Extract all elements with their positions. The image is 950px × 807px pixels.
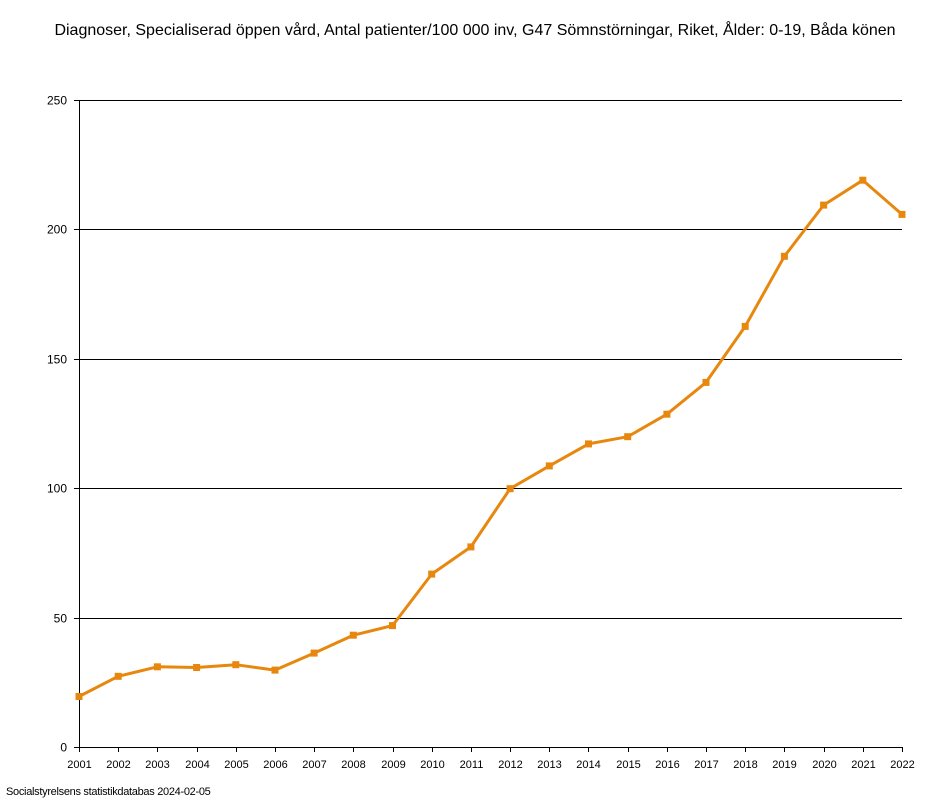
x-tick-label-2007: 2007: [302, 759, 326, 771]
data-point-2007: [310, 649, 318, 657]
data-point-2005: [232, 661, 240, 669]
x-axis-ticks: 2001 2002 2003 2004 2005 2006 2007 2008 2009 2010…: [67, 747, 915, 771]
data-point-2021: [859, 176, 867, 184]
data-point-2006: [271, 666, 279, 674]
data-point-2009: [389, 622, 396, 630]
series: [75, 176, 906, 700]
x-tick-label-2019: 2019: [772, 759, 796, 771]
source-note: Socialstyrelsens statistikdatabas 2024-0…: [6, 786, 211, 798]
data-point-2010: [428, 570, 436, 578]
x-tick-label-2016: 2016: [655, 759, 679, 771]
x-tick-label-2017: 2017: [694, 759, 718, 771]
x-tick-label-2005: 2005: [224, 759, 248, 771]
x-tick-label-2012: 2012: [498, 759, 522, 771]
data-point-2004: [193, 664, 201, 671]
x-tick-label-2001: 2001: [67, 759, 91, 771]
x-tick-label-2022: 2022: [890, 759, 914, 771]
x-tick-label-2009: 2009: [381, 759, 405, 771]
x-tick-label-2004: 2004: [185, 759, 209, 771]
data-point-2015: [624, 433, 632, 441]
x-tick-label-2018: 2018: [733, 759, 757, 771]
data-point-2011: [467, 543, 475, 551]
data-point-2020: [820, 201, 828, 209]
x-tick-label-2006: 2006: [263, 759, 287, 771]
x-tick-label-2008: 2008: [341, 759, 365, 771]
y-tick-label-200: 200: [47, 223, 67, 237]
x-tick-label-2010: 2010: [420, 759, 444, 771]
chart-title: Diagnoser, Specialiserad öppen vård, Ant…: [54, 22, 896, 39]
data-point-2018: [741, 322, 749, 330]
x-tick-label-2002: 2002: [106, 759, 130, 771]
data-point-2014: [585, 440, 592, 448]
x-tick-label-2011: 2011: [460, 759, 484, 771]
data-point-2001: [75, 693, 83, 700]
axes: [79, 100, 902, 748]
data-point-2022: [898, 210, 906, 218]
gridlines: [79, 100, 902, 619]
y-tick-label-0: 0: [60, 741, 67, 755]
data-point-2017: [702, 378, 710, 386]
x-tick-label-2020: 2020: [812, 759, 836, 771]
x-tick-label-2003: 2003: [145, 759, 169, 771]
data-point-2016: [663, 410, 671, 418]
x-tick-label-2015: 2015: [616, 759, 640, 771]
y-tick-label-50: 50: [54, 612, 68, 626]
x-tick-label-2021: 2021: [851, 759, 875, 771]
y-axis-ticks: 0 50 100 150 200 250: [47, 94, 79, 755]
y-tick-label-100: 100: [47, 482, 67, 496]
data-point-2003: [153, 663, 161, 671]
x-tick-label-2014: 2014: [576, 759, 600, 771]
data-point-2002: [114, 672, 122, 680]
data-point-2013: [545, 462, 553, 470]
y-tick-label-150: 150: [47, 353, 67, 367]
data-point-2019: [780, 252, 788, 260]
data-point-2008: [349, 631, 357, 639]
data-point-2012: [506, 485, 514, 493]
x-tick-label-2013: 2013: [537, 759, 561, 771]
y-tick-label-250: 250: [47, 94, 67, 108]
series-line-0: [78, 178, 903, 698]
